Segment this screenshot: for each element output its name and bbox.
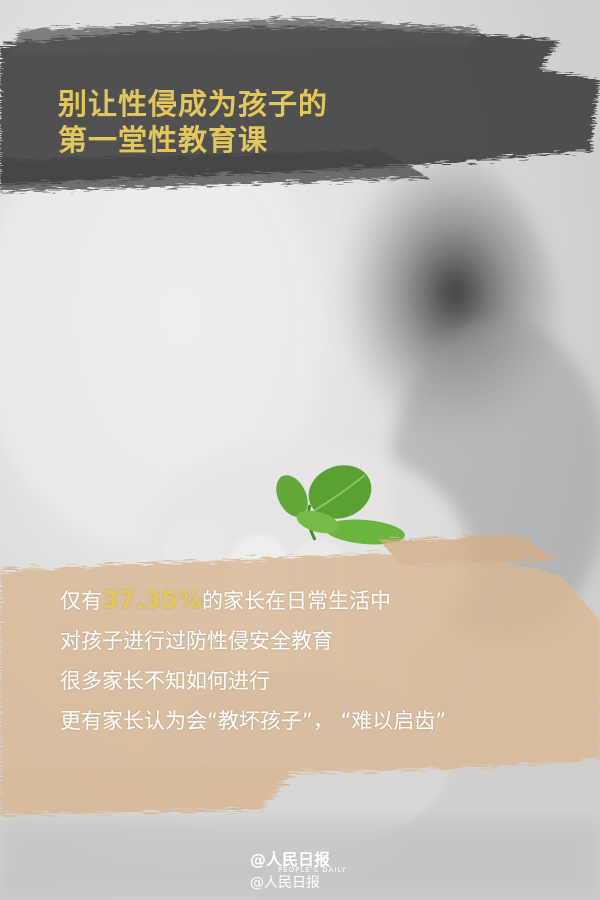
watermark-subtitle: PEOPLE'S DAILY [278,866,347,874]
watermark-brand: @人民日报 [250,850,331,869]
title-line-1: 别让性侵成为孩子的 [58,87,329,121]
body-line-4: 更有家长认为会“教坏孩子”， “难以启齿” [60,709,447,733]
body-text: 仅有37.35%的家长在日常生活中 对孩子进行过防性侵安全教育 很多家长不知如何… [60,580,580,741]
body-line-1-suffix: 的家长在日常生活中 [201,589,391,613]
body-line-1-prefix: 仅有 [60,589,102,613]
clover-leaf-icon [276,465,405,545]
peoples-daily-watermark: @人民日报 PEOPLE'S DAILY @人民日报 [250,846,410,892]
percent-highlight: 37.35% [102,586,202,614]
body-line-3: 很多家长不知如何进行 [60,669,270,693]
body-line-1: 仅有37.35%的家长在日常生活中 [60,580,580,621]
title-line-2: 第一堂性教育课 [58,123,269,157]
body-brush-stroke [0,535,600,815]
body-line-2: 对孩子进行过防性侵安全教育 [60,629,333,653]
title-block: 别让性侵成为孩子的 第一堂性教育课 [58,86,328,158]
watermark-handle: @人民日报 [250,875,320,891]
title-brush-stroke [0,18,600,192]
